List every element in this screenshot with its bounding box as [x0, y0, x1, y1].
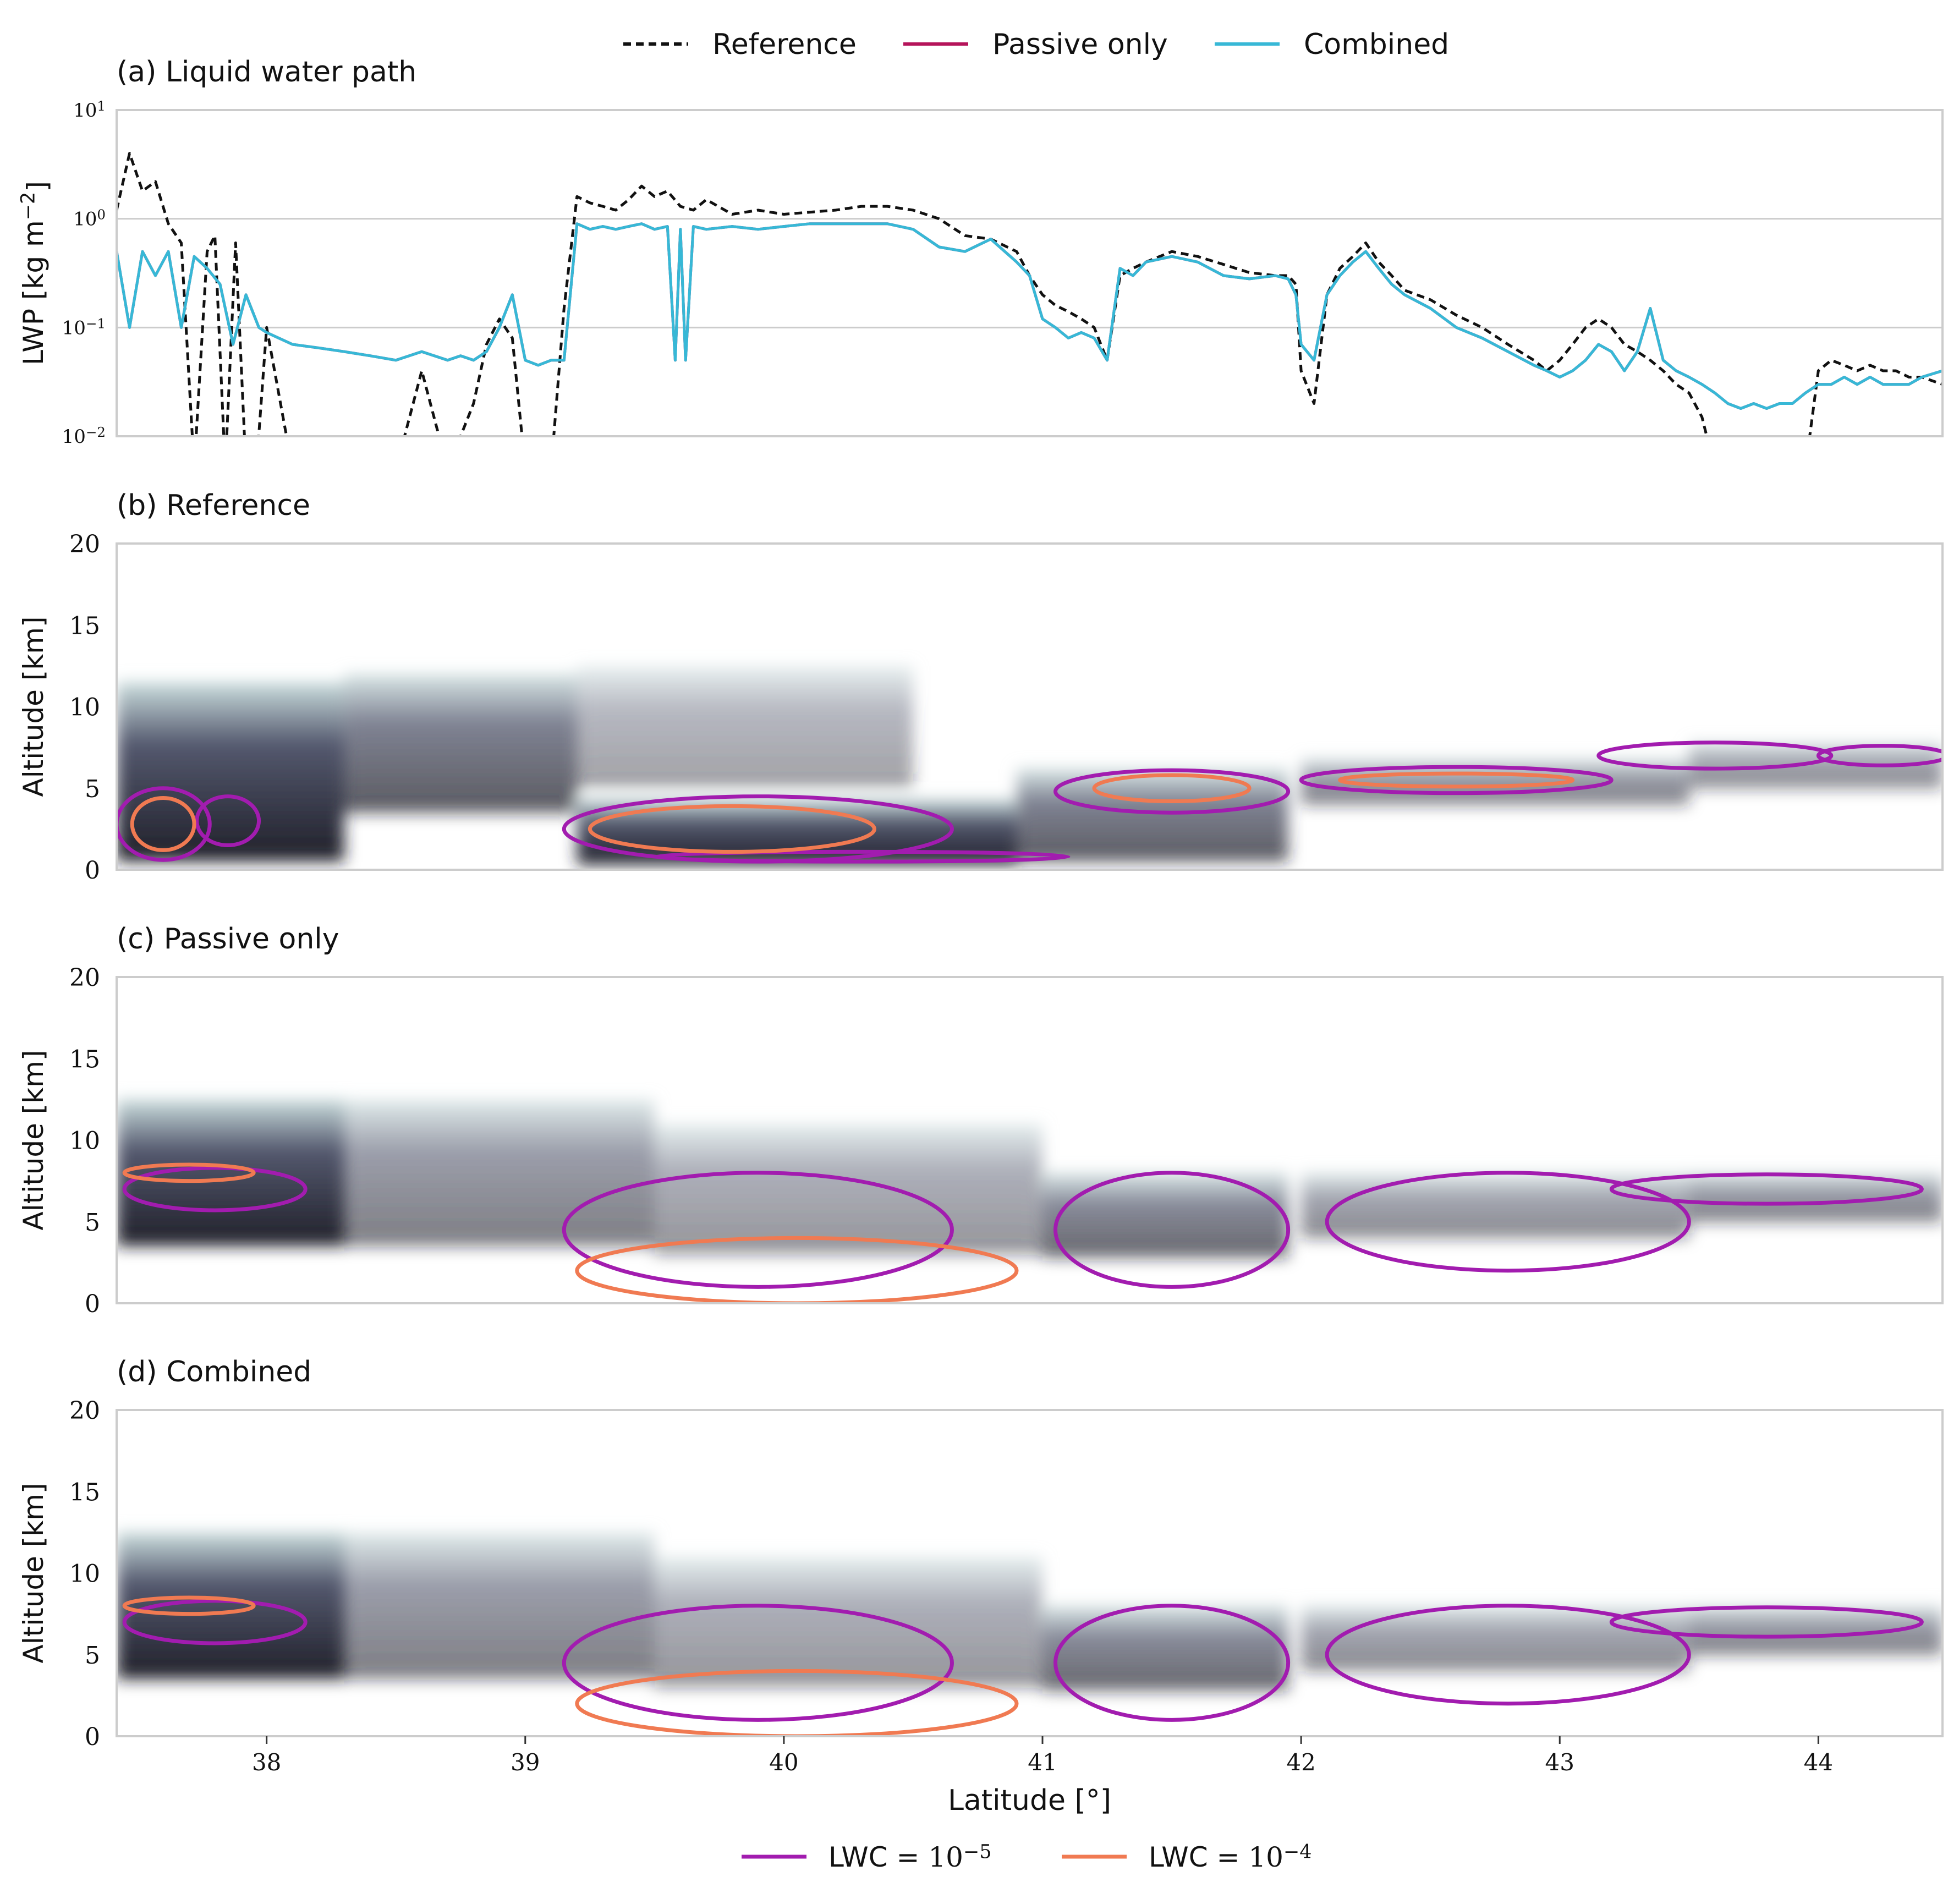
cloud-field	[117, 666, 1942, 865]
panel-d: (d) Combined 0 5 10 15 20 Altitude [km]	[18, 1356, 1944, 1751]
panel-frame	[116, 1409, 1944, 1737]
y-tick-label: 20	[69, 964, 100, 992]
y-tick-label: 5	[85, 1642, 100, 1670]
lwc-contour	[122, 1166, 308, 1212]
lwc-contour	[1053, 1604, 1291, 1722]
lwc-contour	[130, 796, 196, 852]
cloud-region	[344, 674, 577, 813]
y-tick-label: 5	[85, 1209, 100, 1237]
cloud-region	[344, 1532, 655, 1680]
panel-c: (c) Passive only 0 5 10 15 20 Altitude [km]	[18, 923, 1944, 1318]
lwc-contour	[195, 794, 261, 848]
y-axis-label: Altitude [km]	[18, 1483, 50, 1664]
x-tick-label: 38	[252, 1749, 281, 1776]
x-axis: 38 39 40 41 42 43 44 Latitude [°]	[252, 1736, 1833, 1817]
panel-title: (b) Reference	[117, 489, 310, 522]
lwc-contour	[1325, 1171, 1691, 1273]
lwc-contour	[122, 1599, 308, 1645]
cloud-region	[1042, 1172, 1288, 1258]
lwc-contour	[1816, 744, 1942, 767]
y-tick-label: 101	[73, 98, 106, 122]
y-tick-label: 20	[69, 1397, 100, 1425]
y-tick-label: 0	[85, 1290, 100, 1318]
plot-area	[117, 666, 1942, 865]
x-tick-label: 42	[1286, 1749, 1315, 1776]
y-tick-label: 5	[85, 775, 100, 803]
x-tick-label: 39	[511, 1749, 540, 1776]
plot-area	[117, 152, 1942, 436]
panel-frame	[116, 109, 1944, 437]
y-axis-label: LWP [kg m−2]	[17, 181, 53, 365]
legend-label: Reference	[712, 28, 857, 61]
lwc-contour	[562, 1604, 954, 1722]
cloud-region	[1042, 1605, 1288, 1691]
lwc-contour	[1596, 740, 1834, 771]
cloud-region	[654, 1123, 1043, 1255]
cloud-region	[1016, 769, 1288, 862]
series-reference	[117, 152, 1942, 436]
lwc-contour	[1609, 1172, 1924, 1206]
panel-title: (c) Passive only	[117, 923, 339, 956]
lwc-contour	[1609, 1605, 1924, 1639]
y-tick-label: 20	[69, 530, 100, 558]
y-axis-label: Altitude [km]	[18, 1050, 50, 1231]
legend-label: LWC = 10−5	[828, 1841, 992, 1873]
panel-title: (a) Liquid water path	[117, 56, 416, 89]
bottom-legend: LWC = 10−5 LWC = 10−4	[742, 1841, 1312, 1873]
y-tick-label: 15	[69, 1478, 100, 1506]
y-tick-label: 0	[85, 1723, 100, 1751]
y-tick-label: 10−1	[62, 315, 106, 339]
x-tick-label: 43	[1545, 1749, 1574, 1776]
y-tick-label: 10	[69, 1560, 100, 1588]
lwc-contour	[117, 786, 212, 862]
y-tick-label: 10	[69, 1127, 100, 1155]
lwc-contour	[1338, 771, 1575, 789]
x-tick-label: 44	[1804, 1749, 1833, 1776]
lwc-contour	[1299, 765, 1614, 795]
lwc-contour	[652, 849, 1071, 864]
legend-label: Passive only	[992, 28, 1168, 61]
cloud-region	[577, 666, 913, 788]
panel-b: (b) Reference 0 5 10 15 20 Altitude [km]	[18, 489, 1944, 885]
y-tick-label: 0	[85, 857, 100, 885]
lwc-contour	[1053, 1171, 1291, 1289]
series-passive	[117, 222, 1942, 410]
lwc-contour	[562, 1171, 954, 1289]
lwc-contour	[122, 1595, 256, 1616]
panel-a: (a) Liquid water path 101 100 10−1 10−2 LWP […	[17, 56, 1944, 448]
panel-frame	[116, 542, 1944, 871]
y-tick-label: 10−2	[62, 424, 106, 448]
lwc-contour	[122, 1162, 256, 1183]
cloud-region	[654, 1556, 1043, 1688]
panel-frame	[116, 976, 1944, 1304]
legend-label: Combined	[1304, 28, 1449, 61]
y-tick-label: 15	[69, 612, 100, 640]
x-tick-label: 40	[769, 1749, 798, 1776]
lwc-contour	[1325, 1604, 1691, 1706]
top-legend: Reference Passive only Combined	[623, 28, 1449, 61]
plot-area	[117, 1099, 1942, 1303]
panel-title: (d) Combined	[117, 1356, 311, 1389]
lwc-contour	[588, 804, 876, 854]
series-combined	[117, 222, 1942, 410]
plot-area	[117, 1532, 1942, 1736]
cloud-region	[117, 682, 344, 862]
cloud-region	[344, 1099, 655, 1247]
legend-label: LWC = 10−4	[1149, 1841, 1312, 1873]
y-tick-label: 100	[73, 207, 106, 231]
x-axis-label: Latitude [°]	[948, 1784, 1111, 1817]
y-axis-label: Altitude [km]	[18, 617, 50, 797]
x-tick-label: 41	[1028, 1749, 1057, 1776]
lwc-contour	[1053, 768, 1291, 815]
lwc-contour	[1092, 773, 1252, 803]
y-tick-label: 10	[69, 694, 100, 722]
y-tick-label: 15	[69, 1045, 100, 1073]
